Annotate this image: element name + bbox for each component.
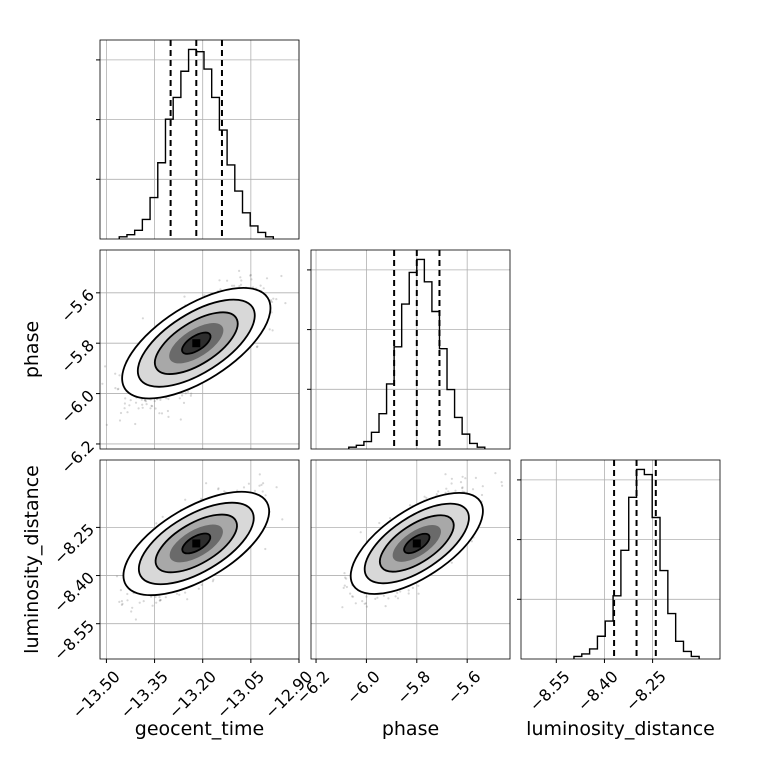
x-tick-label: −13.50 bbox=[68, 667, 123, 722]
density-peak bbox=[412, 539, 421, 548]
panel-frame bbox=[310, 459, 511, 660]
contour-1 bbox=[136, 298, 256, 388]
y-tick-label: −6.0 bbox=[57, 386, 98, 427]
x-tick-label: −13.05 bbox=[213, 667, 268, 722]
histogram-panel-geocent_time bbox=[96, 39, 300, 240]
panel-frame bbox=[520, 459, 721, 660]
y-tick-label: −5.6 bbox=[57, 285, 98, 326]
contour-2 bbox=[154, 513, 238, 574]
x-tick-label: −13.35 bbox=[117, 667, 172, 722]
histogram-panel-phase bbox=[307, 249, 511, 450]
x-axis-label-phase: phase bbox=[382, 718, 439, 740]
contour-3 bbox=[181, 532, 212, 555]
x-tick-label: −8.55 bbox=[526, 667, 574, 715]
scatter-panel-geocent_time-luminosity_distance bbox=[99, 459, 300, 660]
x-axis-label-luminosity_distance: luminosity_distance bbox=[526, 718, 715, 740]
y-tick-label: −6.2 bbox=[57, 437, 98, 478]
panel-frame bbox=[310, 249, 511, 450]
y-axis-label-luminosity_distance: luminosity_distance bbox=[21, 465, 43, 654]
density-peak bbox=[192, 539, 201, 548]
scatter-panel-geocent_time-phase bbox=[99, 249, 300, 450]
histogram-panel-luminosity_distance bbox=[517, 459, 721, 660]
x-axis-geocent_time: −13.50−13.35−13.20−13.05−12.90geocent_ti… bbox=[68, 659, 316, 740]
y-axis-luminosity_distance: −8.55−8.40−8.25 luminosity_distance bbox=[21, 465, 100, 664]
contour-3 bbox=[181, 331, 212, 355]
contour-3 bbox=[403, 532, 431, 555]
x-tick-label: −5.6 bbox=[444, 667, 485, 708]
x-tick-label: −6.0 bbox=[343, 667, 384, 708]
y-axis-label-phase: phase bbox=[21, 321, 43, 378]
contour-1 bbox=[137, 501, 255, 586]
panel-frame bbox=[99, 39, 300, 240]
x-tick-label: −8.25 bbox=[622, 667, 670, 715]
x-axis-label-geocent_time: geocent_time bbox=[135, 718, 264, 740]
x-tick-label: −8.40 bbox=[574, 667, 622, 715]
x-tick-label: −5.8 bbox=[393, 667, 434, 708]
contour-0 bbox=[121, 287, 272, 400]
contour-0 bbox=[122, 490, 271, 597]
x-axis-luminosity_distance: −8.55 −8.40 −8.25 luminosity_distance bbox=[526, 659, 715, 740]
density-peak bbox=[192, 339, 201, 348]
y-tick-label: −5.8 bbox=[57, 336, 98, 377]
x-tick-label: −13.20 bbox=[165, 667, 220, 722]
contour-2 bbox=[154, 311, 239, 375]
contour-1 bbox=[363, 502, 470, 585]
panel-frame bbox=[99, 249, 300, 450]
y-tick-label: −8.40 bbox=[50, 568, 98, 616]
contour-2 bbox=[379, 514, 455, 573]
y-tick-label: −8.25 bbox=[50, 520, 98, 568]
panel-frame bbox=[99, 459, 300, 660]
contour-0 bbox=[349, 492, 484, 595]
y-tick-label: −8.55 bbox=[50, 616, 98, 664]
scatter-panel-phase-luminosity_distance bbox=[310, 459, 511, 660]
y-axis-phase: −6.2 −6.0 −5.8 −5.6 phase bbox=[21, 285, 100, 477]
